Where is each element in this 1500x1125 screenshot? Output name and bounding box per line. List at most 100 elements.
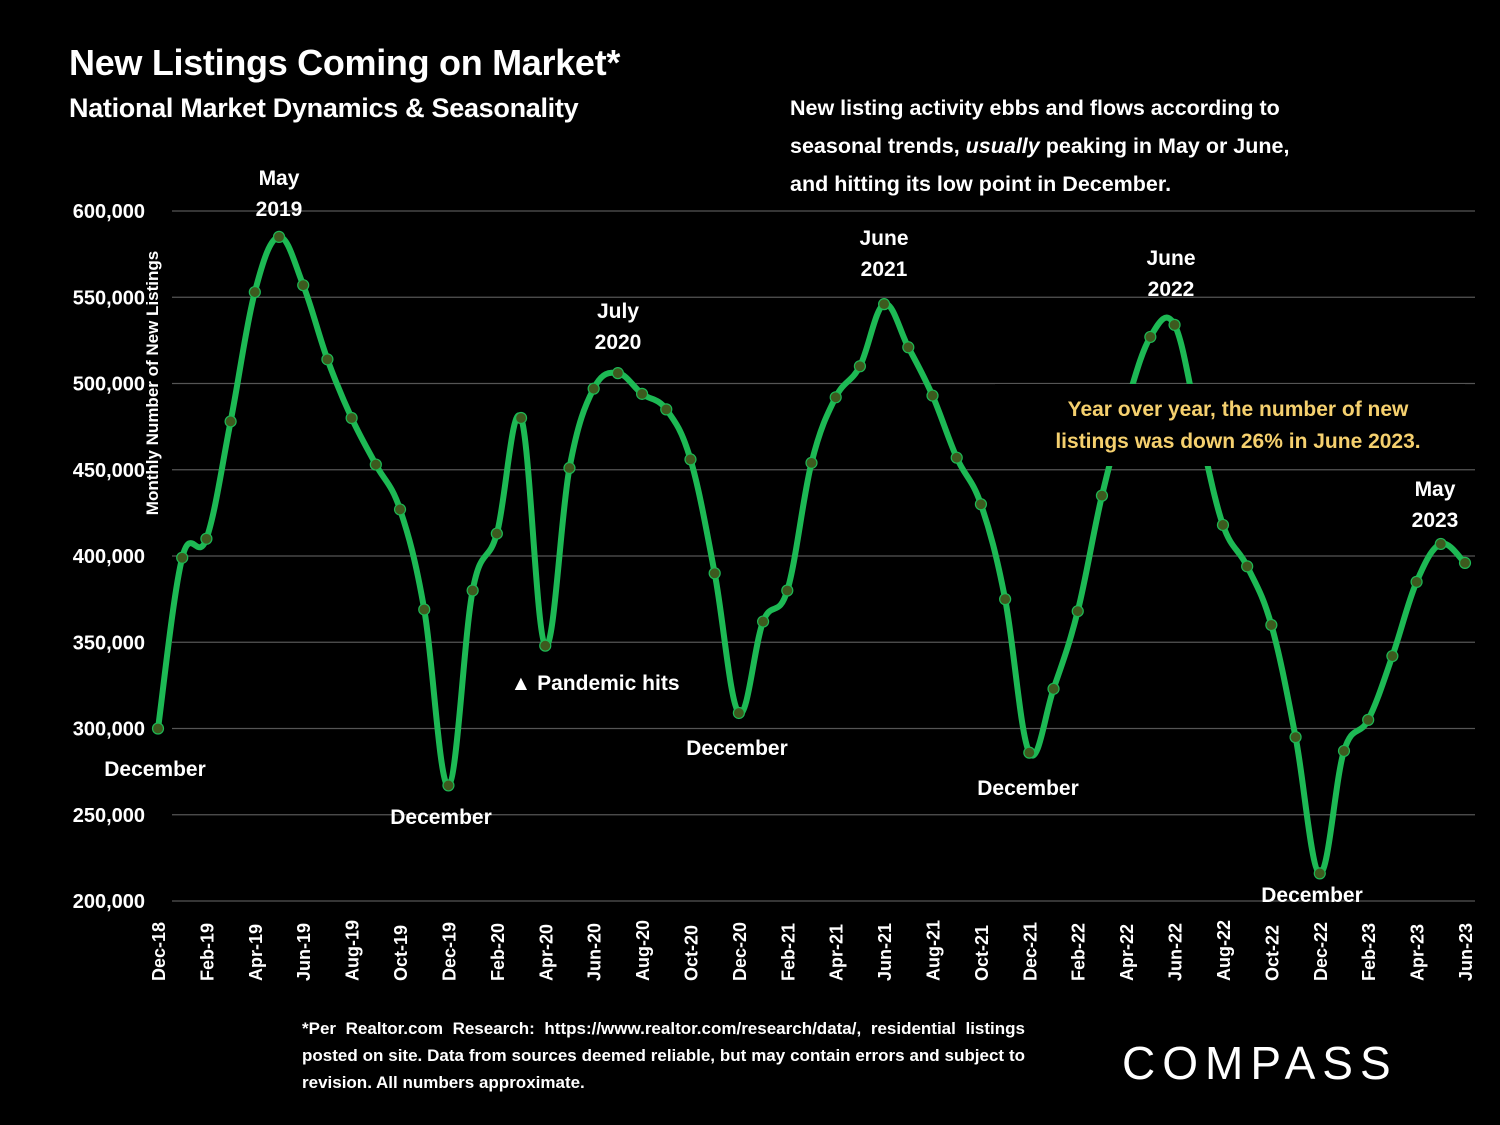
x-tick-label: Jun-19 xyxy=(294,923,314,981)
x-tick-label: Dec-19 xyxy=(439,922,459,981)
annotation-dec21: December xyxy=(977,777,1079,800)
data-point xyxy=(321,353,334,366)
data-point xyxy=(514,411,528,425)
data-point xyxy=(1362,713,1375,726)
annotation-jul20: 2020 xyxy=(595,331,642,354)
x-tick-label: Dec-18 xyxy=(149,922,169,981)
data-point xyxy=(176,551,189,564)
x-tick-label: Apr-23 xyxy=(1408,924,1428,981)
data-point xyxy=(781,584,794,597)
data-point xyxy=(297,279,310,292)
x-tick-label: Oct-22 xyxy=(1262,925,1282,981)
y-axis-tick-labels: 200,000 250,000 300,000 350,000 400,000 450,0… xyxy=(73,201,145,913)
data-point xyxy=(248,285,261,299)
annotation-dec19: December xyxy=(390,806,492,829)
data-point xyxy=(490,527,503,540)
y-axis-title: Monthly Number of New Listings xyxy=(143,251,162,515)
x-tick-label: Jun-21 xyxy=(875,923,895,981)
annotation-dec22: December xyxy=(1261,884,1363,907)
data-point xyxy=(1265,618,1278,632)
y-tick-label: 300,000 xyxy=(73,719,145,741)
data-point xyxy=(1071,605,1084,618)
data-point xyxy=(974,498,988,511)
annotation-may23: May xyxy=(1415,478,1456,501)
data-point xyxy=(878,298,891,311)
annotation-jun21: 2021 xyxy=(861,258,908,281)
data-point xyxy=(224,415,237,428)
data-point xyxy=(1410,575,1423,588)
data-point xyxy=(1216,518,1230,532)
annotations: December May 2019 December ▲ Pandemic hits Ju… xyxy=(104,167,1458,907)
x-tick-label: Apr-19 xyxy=(246,924,266,981)
data-point xyxy=(1144,330,1157,344)
data-point xyxy=(611,367,624,380)
annotation-jun22: 2022 xyxy=(1148,278,1195,301)
annotation-jun22: June xyxy=(1146,247,1195,270)
annotation-jul20: July xyxy=(597,300,639,323)
x-tick-label: Aug-21 xyxy=(924,920,944,981)
data-point xyxy=(805,456,818,469)
data-point xyxy=(853,360,867,373)
data-point xyxy=(151,722,165,735)
callout-box: Year over year, the number of new listing… xyxy=(995,384,1465,466)
data-point xyxy=(272,230,286,243)
x-tick-label: Aug-19 xyxy=(343,920,363,981)
callout-text-line: listings was down 26% in June 2023. xyxy=(1055,430,1420,453)
data-point xyxy=(732,706,745,720)
data-point xyxy=(563,461,576,475)
x-tick-label: Apr-22 xyxy=(1117,924,1137,981)
description-part1: New listing activity ebbs and flows acco… xyxy=(790,96,1280,158)
data-point xyxy=(369,458,382,471)
data-point xyxy=(345,411,358,425)
y-tick-label: 450,000 xyxy=(73,460,145,482)
data-point xyxy=(1095,489,1109,502)
series-line-new-listings xyxy=(155,233,1468,877)
x-tick-label: Apr-20 xyxy=(536,924,556,981)
data-point xyxy=(200,532,213,545)
y-tick-label: 200,000 xyxy=(73,891,145,913)
x-axis-tick-labels: Dec-18 Feb-19 Apr-19 Jun-19 Aug-19 Oct-19 Dec-… xyxy=(149,920,1476,981)
data-point xyxy=(1047,682,1060,695)
data-point xyxy=(418,603,431,616)
data-point xyxy=(1289,731,1302,744)
y-tick-label: 250,000 xyxy=(73,805,145,827)
x-tick-label: Dec-20 xyxy=(730,922,750,981)
data-point xyxy=(1168,318,1181,331)
y-tick-label: 500,000 xyxy=(73,374,145,396)
chart-subtitle: National Market Dynamics & Seasonality xyxy=(69,93,579,123)
y-tick-label: 550,000 xyxy=(73,287,145,309)
data-point xyxy=(1434,537,1447,551)
data-point xyxy=(684,453,697,466)
annotation-pandemic: ▲ Pandemic hits xyxy=(511,672,680,695)
description-part2: peaking in May or June, and hitting its … xyxy=(790,134,1290,196)
data-point xyxy=(635,387,649,400)
data-point xyxy=(1241,560,1254,573)
description-italic: usually xyxy=(965,134,1040,158)
x-tick-label: Feb-22 xyxy=(1069,923,1089,981)
data-point xyxy=(466,584,479,597)
x-tick-label: Jun-20 xyxy=(585,923,605,981)
annotation-may19: 2019 xyxy=(256,198,303,221)
x-tick-label: Apr-21 xyxy=(827,924,847,981)
callout-background xyxy=(995,384,1465,466)
data-point xyxy=(756,615,770,628)
chart-title: New Listings Coming on Market* xyxy=(69,42,621,83)
x-tick-label: Jun-22 xyxy=(1166,923,1186,981)
x-tick-label: Feb-19 xyxy=(197,923,217,981)
annotation-may19: May xyxy=(259,167,300,190)
data-point xyxy=(1023,746,1036,759)
y-tick-label: 600,000 xyxy=(73,201,145,223)
data-point xyxy=(1337,744,1351,758)
data-point xyxy=(660,403,673,416)
y-tick-label: 400,000 xyxy=(73,546,145,568)
data-point xyxy=(393,503,407,516)
line-chart: 200,000 250,000 300,000 350,000 400,000 450,0… xyxy=(73,167,1476,981)
x-tick-label: Dec-22 xyxy=(1311,922,1331,981)
data-point xyxy=(950,451,963,464)
annotation-dec20: December xyxy=(686,737,788,760)
x-tick-label: Aug-20 xyxy=(633,920,653,981)
data-point xyxy=(902,341,915,354)
annotation-jun21: June xyxy=(859,227,908,250)
annotation-dec18: December xyxy=(104,758,206,781)
data-point xyxy=(999,593,1012,606)
